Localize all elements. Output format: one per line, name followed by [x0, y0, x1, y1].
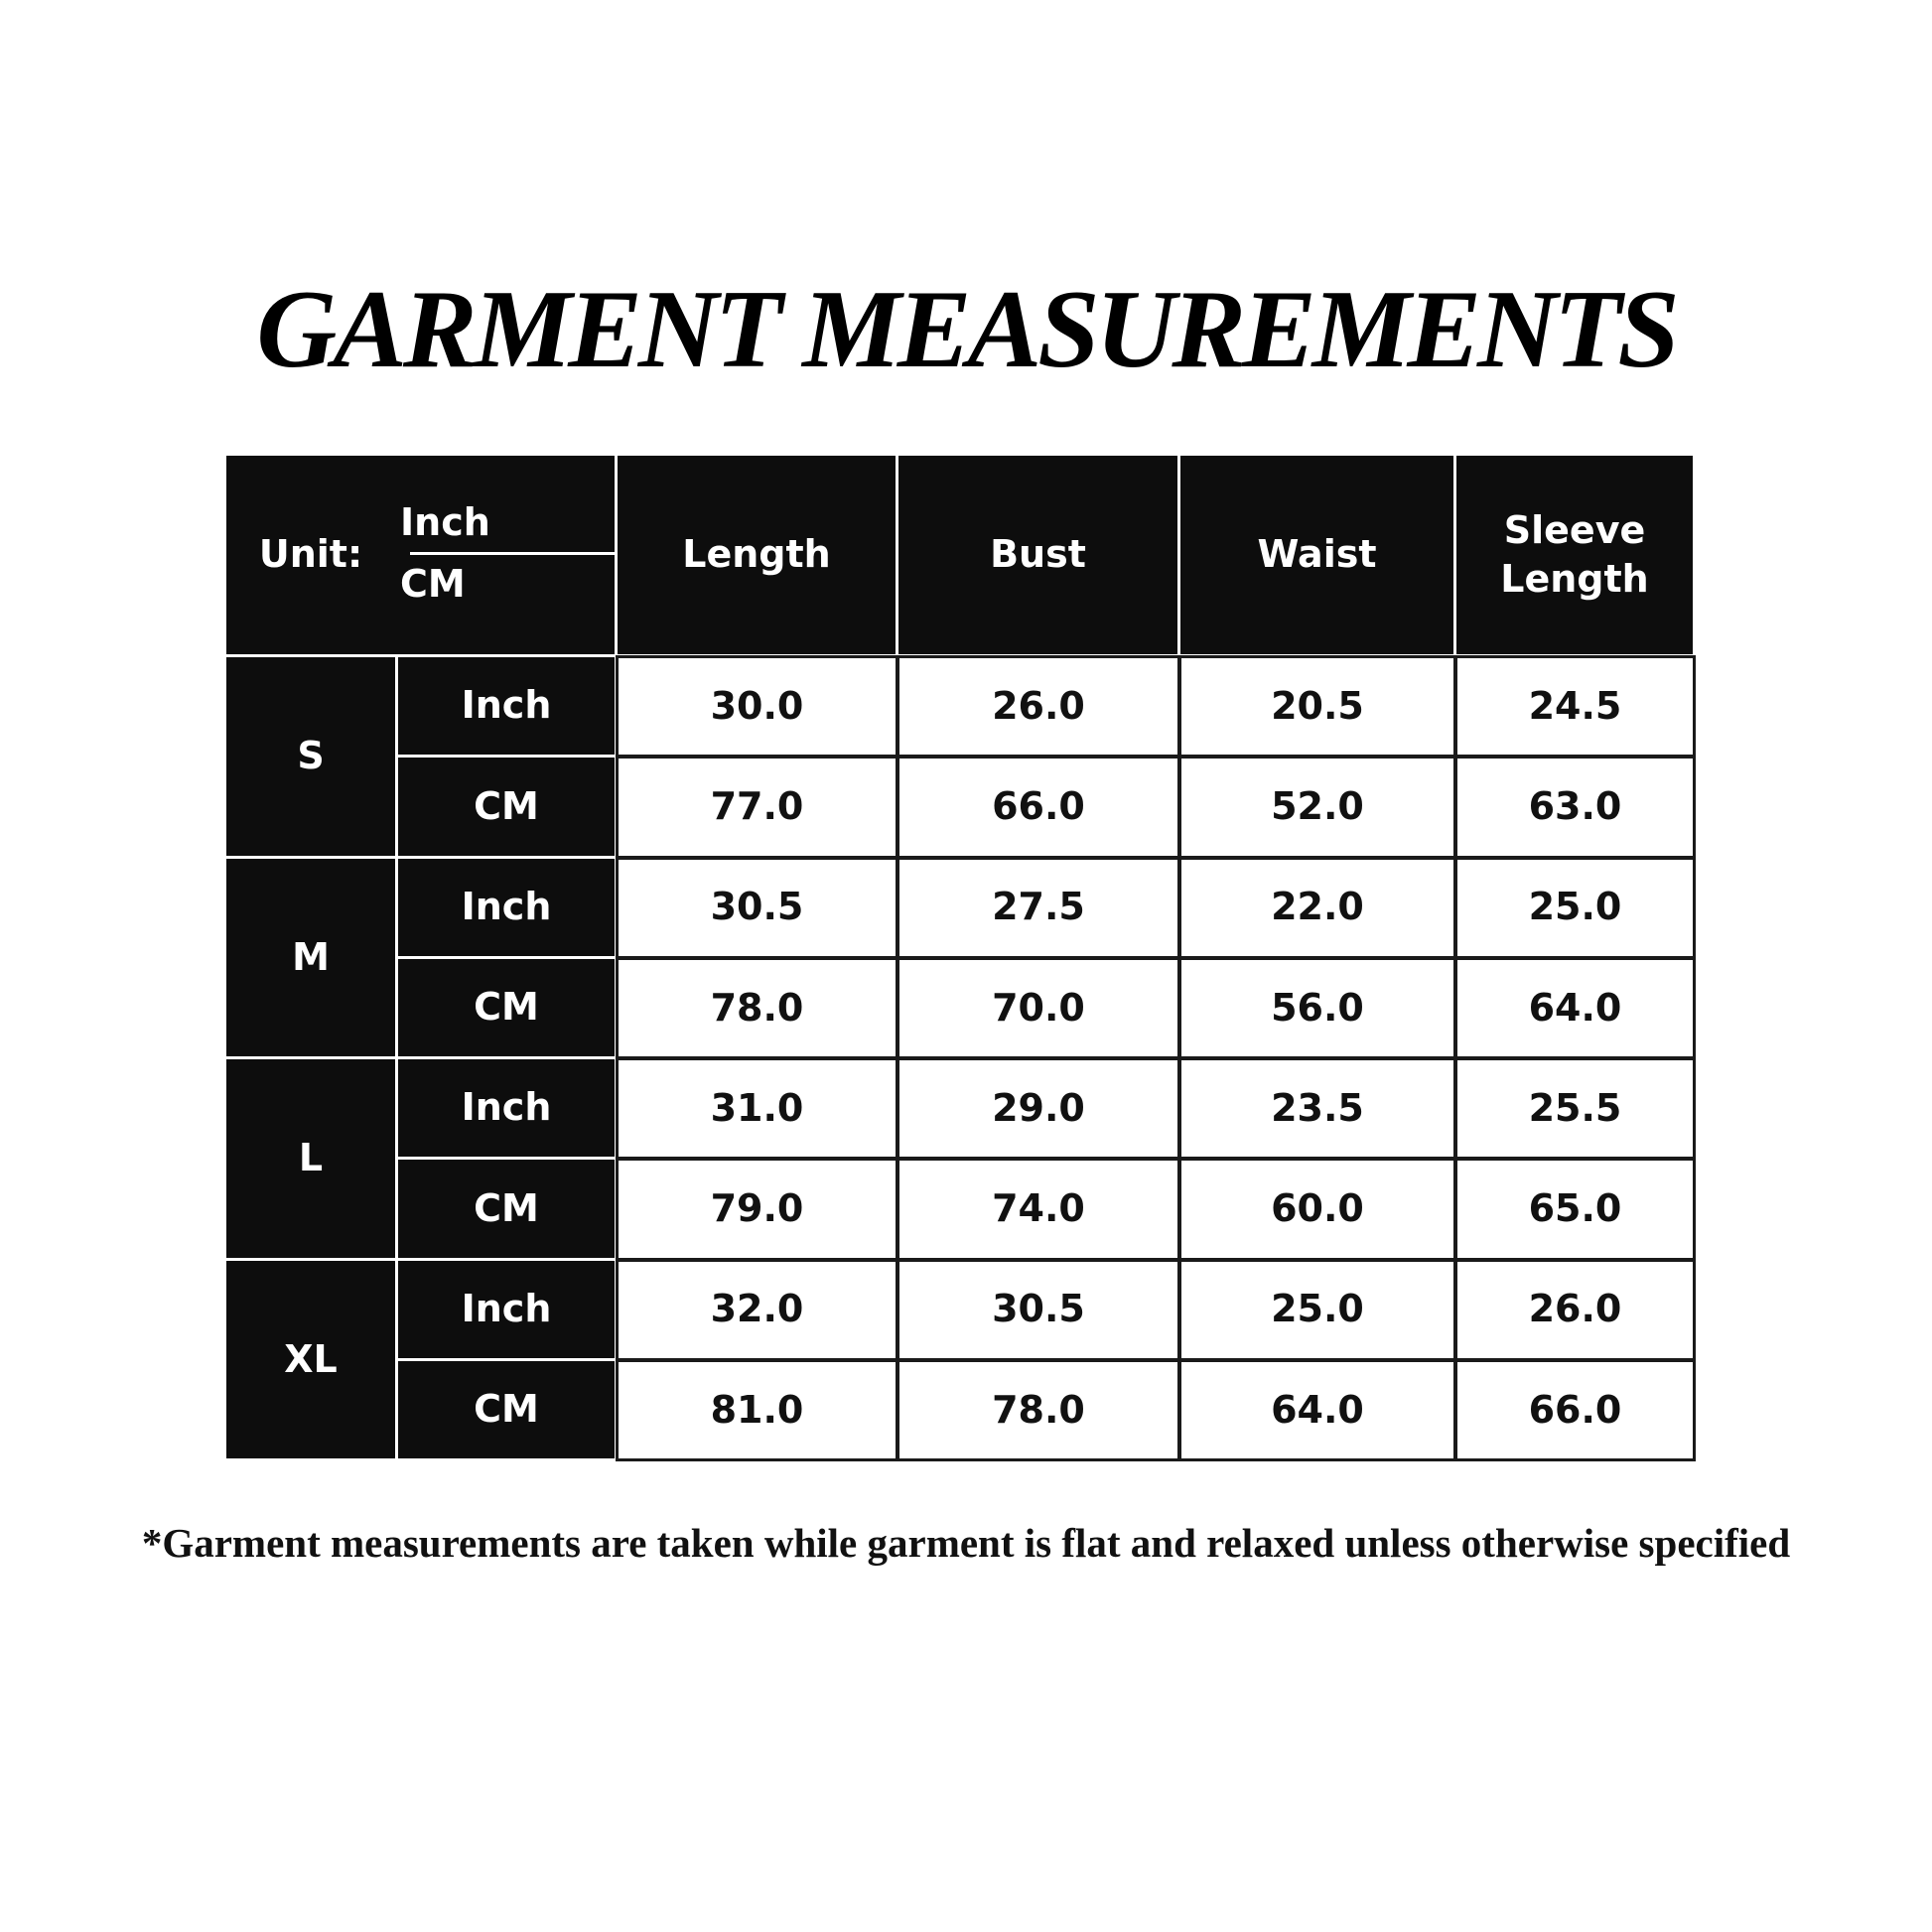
value-cell: 29.0 [897, 1057, 1180, 1161]
value-cell: 25.5 [1454, 1057, 1696, 1161]
value-cell: 66.0 [1454, 1358, 1696, 1461]
size-label: S [226, 657, 395, 856]
value-cell: 25.0 [1454, 856, 1696, 959]
column-header: Bust [898, 456, 1177, 654]
value-cell: 20.5 [1178, 655, 1456, 759]
value-cell: 70.0 [897, 956, 1180, 1059]
value-cell: 26.0 [897, 655, 1180, 759]
unit-cell: Inch [398, 858, 615, 956]
value-cell: 63.0 [1454, 756, 1696, 859]
size-label: XL [226, 1260, 395, 1458]
footnote: *Garment measurements are taken while ga… [141, 1520, 1791, 1566]
value-cell: 66.0 [897, 756, 1180, 859]
unit-cell: CM [398, 758, 615, 856]
value-cell: 81.0 [616, 1358, 898, 1461]
unit-cell: CM [398, 958, 615, 1056]
value-cell: 30.0 [616, 655, 898, 759]
unit-cell: CM [398, 1160, 615, 1258]
value-cell: 64.0 [1454, 956, 1696, 1059]
value-cell: 65.0 [1454, 1158, 1696, 1261]
value-cell: 64.0 [1178, 1358, 1456, 1461]
value-cell: 31.0 [616, 1057, 898, 1161]
unit-cell: Inch [398, 1260, 615, 1358]
value-cell: 23.5 [1178, 1057, 1456, 1161]
unit-option: CM [400, 557, 615, 612]
value-cell: 30.5 [897, 1258, 1180, 1361]
unit-divider [410, 552, 618, 555]
column-header: Waist [1180, 456, 1453, 654]
value-cell: 25.0 [1178, 1258, 1456, 1361]
value-cell: 60.0 [1178, 1158, 1456, 1261]
value-cell: 78.0 [616, 956, 898, 1059]
unit-label: Unit: [226, 456, 395, 654]
unit-option: Inch [400, 495, 615, 550]
value-cell: 32.0 [616, 1258, 898, 1361]
value-cell: 30.5 [616, 856, 898, 959]
value-cell: 22.0 [1178, 856, 1456, 959]
unit-cell: CM [398, 1360, 615, 1458]
value-cell: 56.0 [1178, 956, 1456, 1059]
column-header: Sleeve Length [1456, 456, 1693, 654]
size-label: M [226, 858, 395, 1056]
value-cell: 52.0 [1178, 756, 1456, 859]
title: GARMENT MEASUREMENTS [256, 268, 1679, 391]
value-cell: 24.5 [1454, 655, 1696, 759]
value-cell: 79.0 [616, 1158, 898, 1261]
unit-cell: Inch [398, 1059, 615, 1158]
value-cell: 74.0 [897, 1158, 1180, 1261]
size-label: L [226, 1059, 395, 1258]
unit-cell: Inch [398, 657, 615, 756]
column-header: Length [618, 456, 896, 654]
value-cell: 77.0 [616, 756, 898, 859]
value-cell: 78.0 [897, 1358, 1180, 1461]
value-cell: 26.0 [1454, 1258, 1696, 1361]
value-cell: 27.5 [897, 856, 1180, 959]
